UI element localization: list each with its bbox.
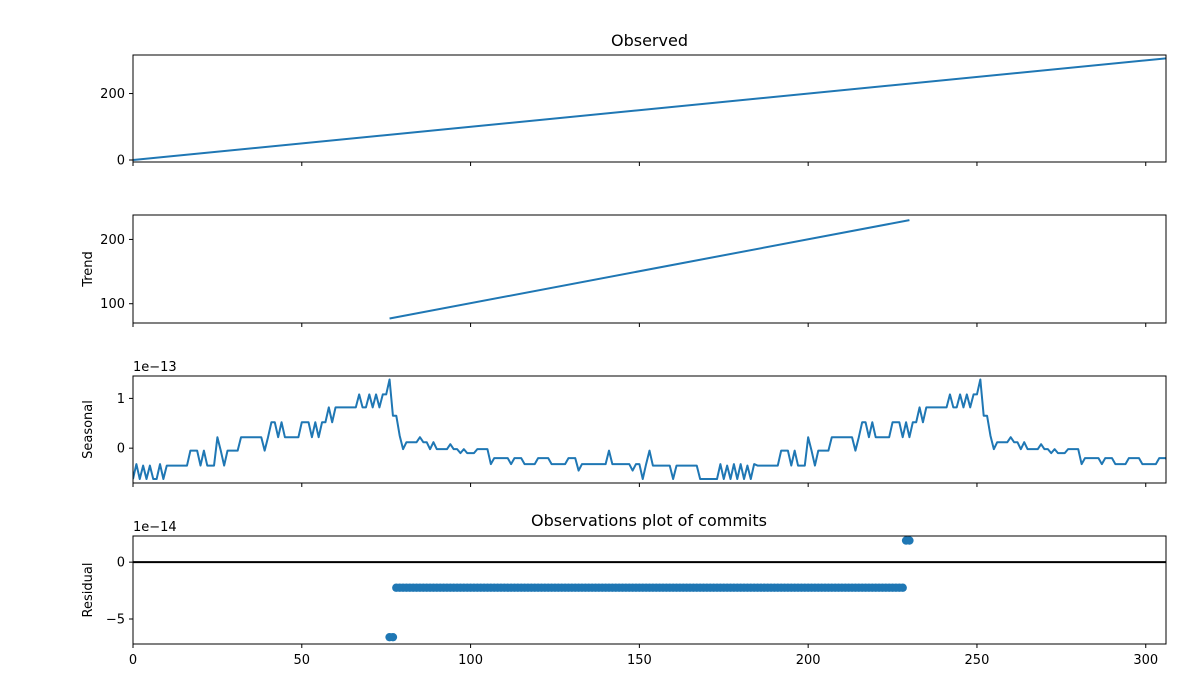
residual-point xyxy=(905,536,914,545)
seasonal-series-line xyxy=(133,378,1166,481)
seasonal-panel: 0 1 Seasonal 1e−13 xyxy=(81,360,1167,487)
trend-panel: 100 200 Trend xyxy=(81,214,1167,327)
trend-ylabel: Trend xyxy=(81,251,96,288)
trend-data xyxy=(389,219,910,320)
residual-xtick-label: 0 xyxy=(129,653,137,668)
seasonal-axes-frame xyxy=(132,375,1167,484)
observed-axes-frame xyxy=(132,54,1167,163)
residual-xtick-label: 300 xyxy=(1133,653,1158,668)
trend-ytick-label: 100 xyxy=(100,297,125,312)
residual-axes-frame xyxy=(132,535,1167,645)
observed-panel: 0 200 Observed xyxy=(100,31,1167,169)
trend-axes-frame xyxy=(132,214,1167,324)
residual-point xyxy=(898,583,907,592)
seasonal-data xyxy=(133,378,1166,481)
observed-series-line xyxy=(133,57,1166,162)
observed-ytick-label: 200 xyxy=(100,87,125,102)
residual-ytick-label: −5 xyxy=(106,612,125,627)
residual-xtick-label: 150 xyxy=(627,653,652,668)
seasonal-ylabel: Seasonal xyxy=(81,400,96,459)
observed-title: Observed xyxy=(611,31,688,50)
seasonal-ytick-label: 1 xyxy=(117,392,125,407)
residual-xtick-label: 200 xyxy=(796,653,821,668)
residual-panel: −5 0 0 50 100 150 200 250 300 Residual 1e−14 xyxy=(81,520,1167,668)
residual-ytick-label: 0 xyxy=(117,556,125,571)
observed-data xyxy=(133,57,1166,162)
residual-data xyxy=(385,536,914,642)
residual-xtick-label: 100 xyxy=(458,653,483,668)
trend-ytick-label: 200 xyxy=(100,233,125,248)
observed-ytick-label: 0 xyxy=(117,154,125,169)
residual-point xyxy=(388,632,398,642)
residual-xtick-label: 250 xyxy=(965,653,990,668)
residual-offset-text: 1e−14 xyxy=(133,520,177,535)
residual-xtick-label: 50 xyxy=(294,653,311,668)
seasonal-offset-text: 1e−13 xyxy=(133,360,177,375)
residual-ylabel: Residual xyxy=(81,563,96,618)
seasonal-ytick-label: 0 xyxy=(117,442,125,457)
trend-series-line xyxy=(389,219,910,320)
figure-title: Observations plot of commits xyxy=(531,511,767,530)
